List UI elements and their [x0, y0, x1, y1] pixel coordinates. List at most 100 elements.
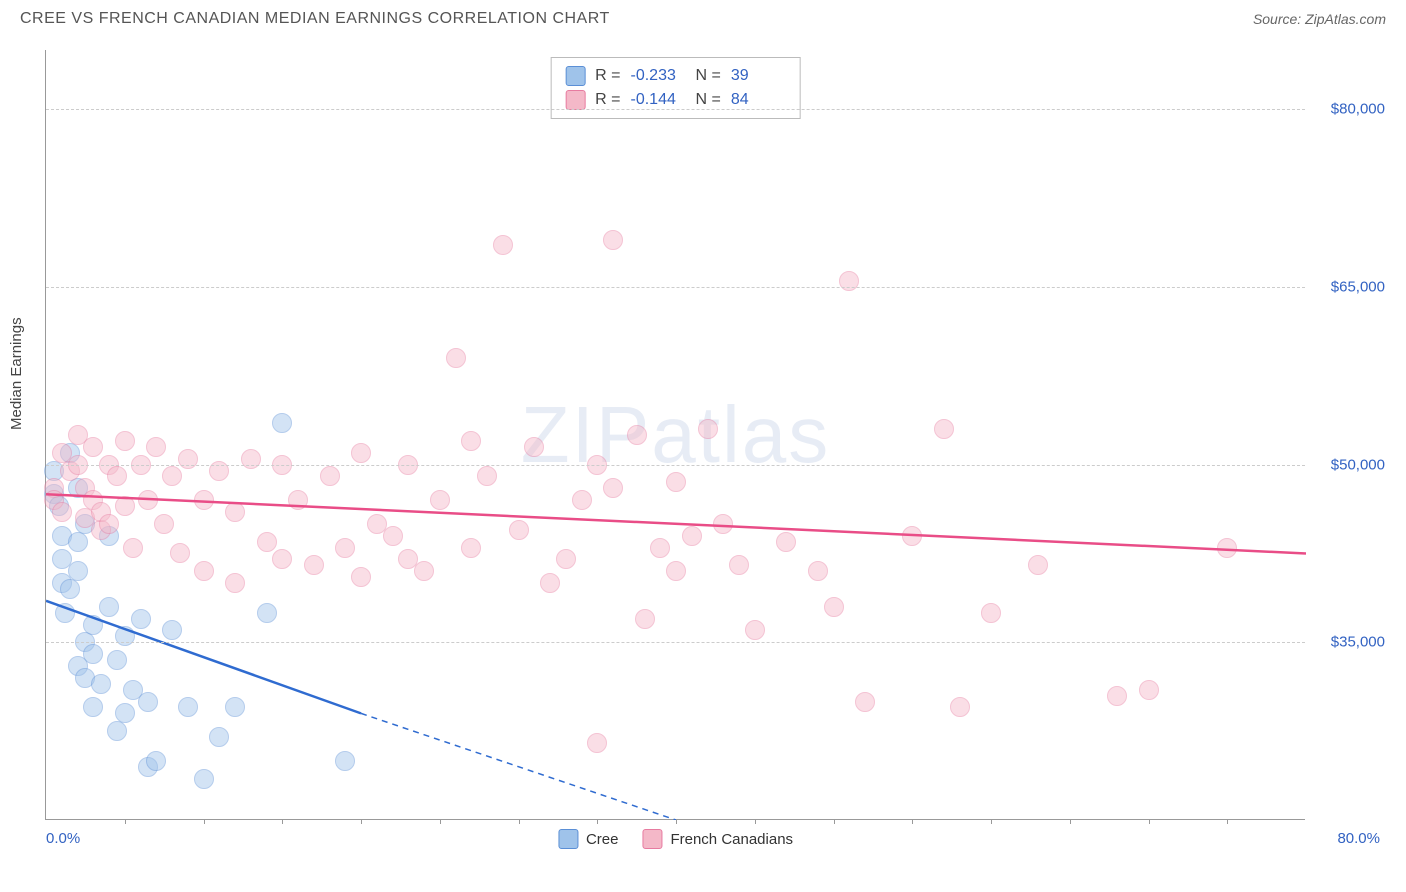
data-point [170, 543, 190, 563]
data-point [162, 466, 182, 486]
legend-label: French Canadians [670, 831, 793, 848]
data-point [839, 271, 859, 291]
gridline [46, 287, 1305, 288]
data-point [68, 532, 88, 552]
x-axis-max: 80.0% [1337, 830, 1380, 847]
data-point [91, 674, 111, 694]
data-point [351, 567, 371, 587]
data-point [808, 561, 828, 581]
data-point [461, 431, 481, 451]
y-tick-label: $50,000 [1310, 456, 1385, 473]
legend-item: French Canadians [642, 829, 793, 849]
data-point [981, 603, 1001, 623]
chart-title: CREE VS FRENCH CANADIAN MEDIAN EARNINGS … [20, 10, 610, 28]
data-point [83, 644, 103, 664]
data-point [194, 561, 214, 581]
chart-plot-area: ZIPatlas R = -0.233 N = 39R = -0.144 N =… [45, 50, 1305, 820]
data-point [666, 472, 686, 492]
data-point [603, 230, 623, 250]
data-point [178, 449, 198, 469]
data-point [635, 609, 655, 629]
r-value: -0.233 [631, 67, 686, 85]
y-tick-label: $80,000 [1310, 101, 1385, 118]
gridline [46, 109, 1305, 110]
data-point [572, 490, 592, 510]
data-point [934, 419, 954, 439]
series-swatch [642, 829, 662, 849]
data-point [115, 431, 135, 451]
data-point [225, 573, 245, 593]
data-point [146, 437, 166, 457]
data-point [950, 697, 970, 717]
data-point [776, 532, 796, 552]
data-point [1217, 538, 1237, 558]
data-point [304, 555, 324, 575]
x-axis-min: 0.0% [46, 830, 80, 847]
data-point [107, 721, 127, 741]
series-swatch [558, 829, 578, 849]
data-point [556, 549, 576, 569]
data-point [587, 733, 607, 753]
legend-item: Cree [558, 829, 619, 849]
data-point [288, 490, 308, 510]
legend-label: Cree [586, 831, 619, 848]
data-point [383, 526, 403, 546]
data-point [430, 490, 450, 510]
data-point [115, 496, 135, 516]
data-point [123, 538, 143, 558]
data-point [698, 419, 718, 439]
data-point [682, 526, 702, 546]
data-point [194, 769, 214, 789]
data-point [146, 751, 166, 771]
data-point [272, 549, 292, 569]
gridline [46, 642, 1305, 643]
data-point [99, 597, 119, 617]
data-point [477, 466, 497, 486]
data-point [666, 561, 686, 581]
n-value: 84 [731, 91, 786, 109]
series-swatch [565, 90, 585, 110]
y-axis-label: Median Earnings [8, 317, 25, 430]
data-point [713, 514, 733, 534]
data-point [52, 502, 72, 522]
data-point [729, 555, 749, 575]
r-value: -0.144 [631, 91, 686, 109]
data-point [194, 490, 214, 510]
data-point [107, 650, 127, 670]
data-point [115, 626, 135, 646]
data-point [650, 538, 670, 558]
data-point [241, 449, 261, 469]
data-point [225, 502, 245, 522]
data-point [320, 466, 340, 486]
gridline [46, 465, 1305, 466]
data-point [225, 697, 245, 717]
data-point [1107, 686, 1127, 706]
data-point [272, 413, 292, 433]
data-point [603, 478, 623, 498]
data-point [446, 348, 466, 368]
data-point [855, 692, 875, 712]
data-point [902, 526, 922, 546]
data-point [524, 437, 544, 457]
data-point [55, 603, 75, 623]
data-point [209, 461, 229, 481]
data-point [335, 538, 355, 558]
data-point [509, 520, 529, 540]
data-point [60, 579, 80, 599]
data-point [154, 514, 174, 534]
y-tick-label: $65,000 [1310, 278, 1385, 295]
data-point [209, 727, 229, 747]
data-point [540, 573, 560, 593]
data-point [178, 697, 198, 717]
stats-row: R = -0.233 N = 39 [565, 64, 786, 88]
data-point [257, 603, 277, 623]
data-point [115, 703, 135, 723]
data-point [83, 615, 103, 635]
data-point [824, 597, 844, 617]
data-point [257, 532, 277, 552]
data-point [99, 514, 119, 534]
data-point [83, 697, 103, 717]
source-label: Source: ZipAtlas.com [1253, 11, 1386, 27]
data-point [335, 751, 355, 771]
n-value: 39 [731, 67, 786, 85]
